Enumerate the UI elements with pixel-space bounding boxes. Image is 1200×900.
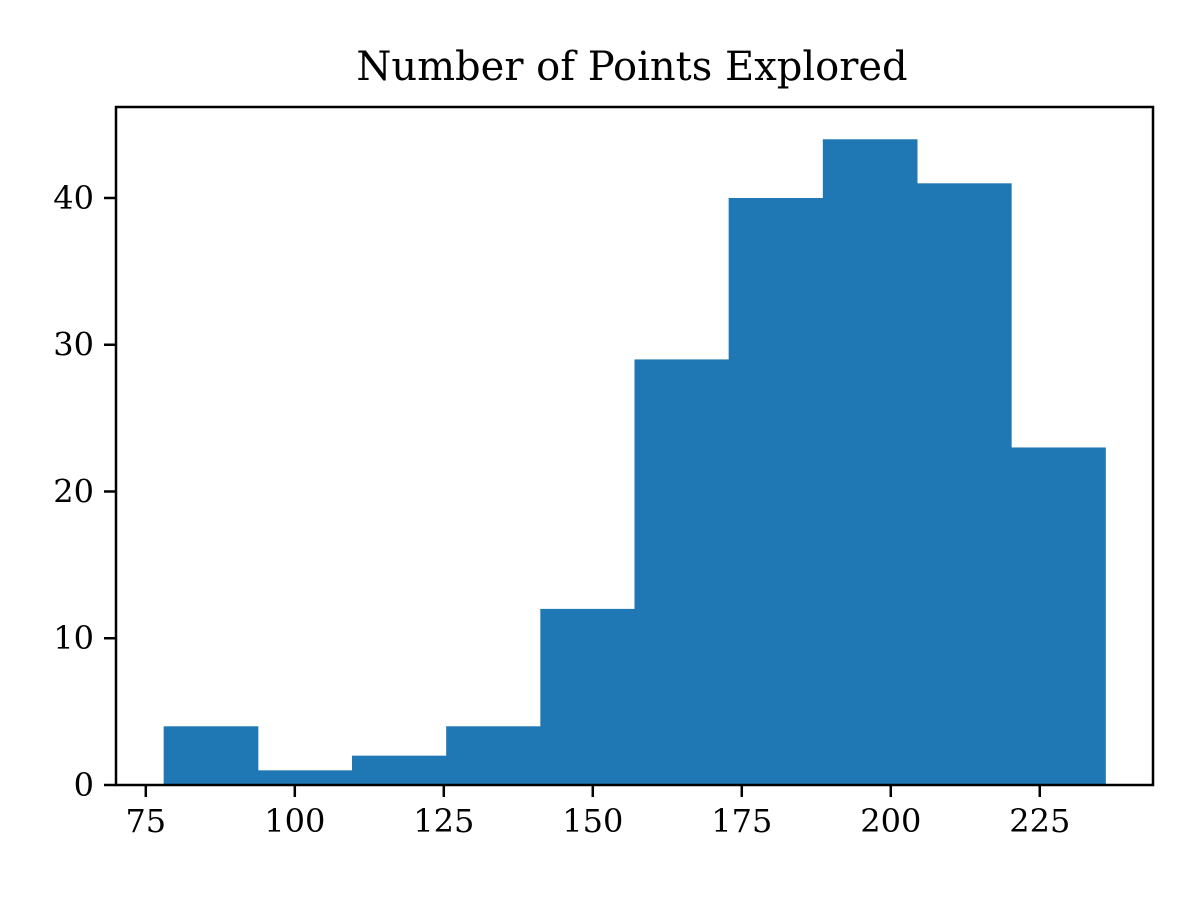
plot-frame [114, 105, 1155, 787]
x-tick-label: 75 [125, 802, 166, 840]
y-tick-label: 20 [53, 472, 94, 510]
y-tick-label: 0 [74, 766, 94, 804]
x-tick-label: 225 [1009, 802, 1070, 840]
bars-layer [163, 139, 1106, 786]
y-tick-label: 30 [53, 326, 94, 364]
histogram-bar [822, 139, 918, 786]
histogram-bar [540, 608, 635, 785]
x-tick-label: 150 [562, 802, 623, 840]
histogram-bar [916, 183, 1012, 785]
y-axis: 0 10 20 30 40 [53, 179, 116, 804]
y-tick-label: 40 [53, 179, 94, 217]
x-tick-label: 175 [711, 802, 772, 840]
histogram-bar [163, 726, 259, 785]
x-tick-label: 125 [413, 802, 474, 840]
histogram-bar [352, 755, 447, 785]
x-axis: 75 100 125 150 175 200 225 [125, 785, 1070, 840]
x-tick-label: 200 [860, 802, 921, 840]
histogram-bar [446, 726, 541, 785]
histogram-bar [634, 359, 730, 785]
y-tick-label: 10 [53, 619, 94, 657]
histogram-bar [1011, 447, 1106, 785]
chart-title: Number of Points Explored [356, 44, 907, 90]
histogram-bar [257, 770, 353, 785]
histogram-bar [728, 197, 824, 786]
x-tick-label: 100 [264, 802, 325, 840]
